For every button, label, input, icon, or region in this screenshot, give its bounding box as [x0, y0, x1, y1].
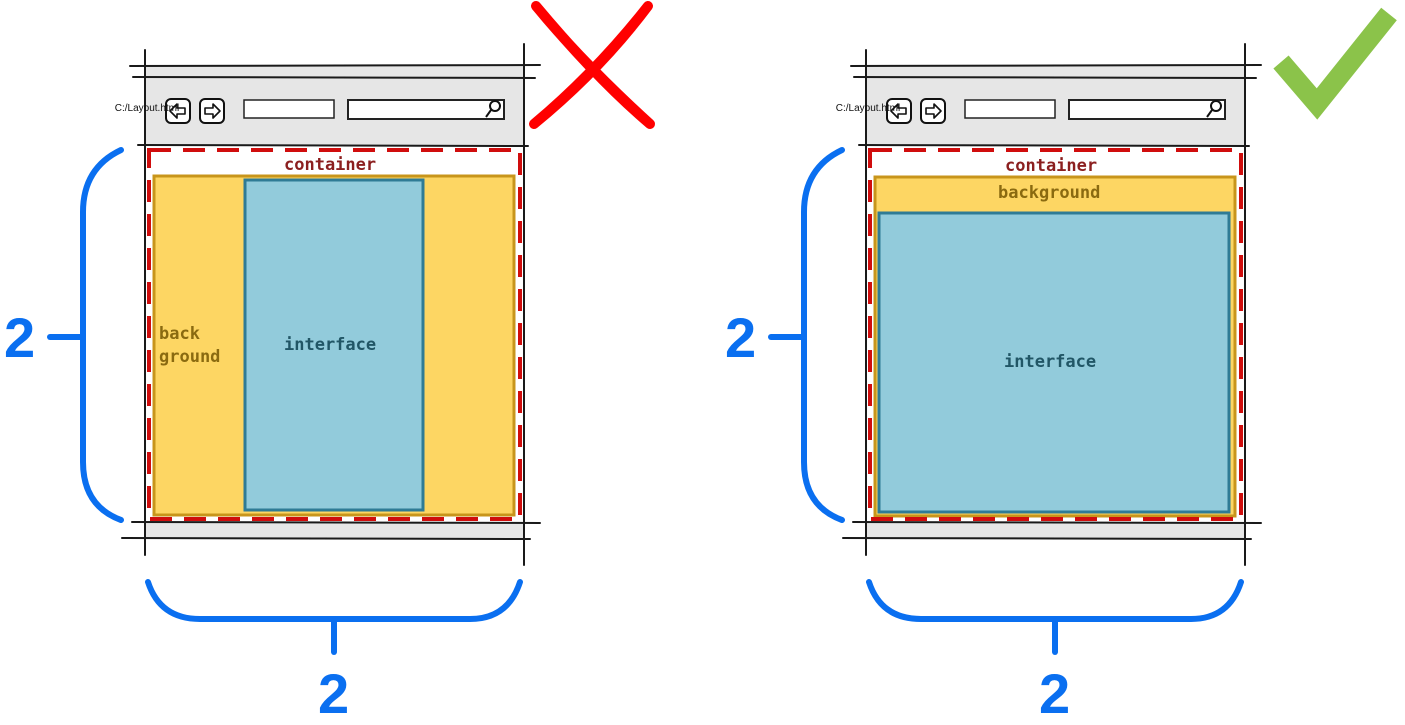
- right-layout-sketch: [768, 7, 1397, 655]
- width-value: 2: [1039, 662, 1071, 725]
- forward-arrow-icon: [925, 103, 942, 119]
- wrong-layout-sketch: [47, 1, 655, 655]
- address-bar[interactable]: [964, 99, 1056, 119]
- back-button[interactable]: [886, 98, 912, 124]
- height-value: 2: [4, 306, 36, 369]
- background-label: back ground: [159, 323, 220, 369]
- wrong-layout-panel: C:/Layout.html container back ground int…: [0, 0, 702, 722]
- container-label: container: [284, 155, 377, 175]
- forward-arrow-icon: [204, 103, 221, 119]
- forward-button[interactable]: [920, 98, 946, 124]
- background-label-line2: ground: [159, 347, 221, 367]
- address-bar-text: C:/Layout.html: [114, 103, 180, 114]
- interface-area: [243, 178, 425, 512]
- container-outline: [868, 148, 1243, 521]
- width-brace: [866, 579, 1244, 622]
- red-x-icon: [529, 1, 655, 129]
- width-brace: [145, 579, 523, 622]
- interface-area: [877, 211, 1231, 514]
- search-icon[interactable]: [1206, 100, 1222, 118]
- height-brace: [801, 147, 845, 523]
- green-check-icon: [1273, 7, 1397, 120]
- browser-statusbar: [145, 522, 524, 539]
- interface-label: interface: [284, 335, 377, 355]
- search-icon[interactable]: [485, 100, 501, 118]
- back-arrow-icon: [890, 103, 907, 119]
- height-brace: [80, 147, 124, 523]
- back-arrow-icon: [169, 103, 186, 119]
- container-label: container: [1005, 156, 1098, 176]
- browser-statusbar: [866, 522, 1245, 539]
- container-outline: [147, 148, 522, 521]
- interface-label: interface: [1004, 352, 1097, 372]
- background-label-line1: back: [159, 324, 200, 344]
- search-field[interactable]: [347, 99, 505, 120]
- address-bar[interactable]: [243, 99, 335, 119]
- back-button[interactable]: [165, 98, 191, 124]
- address-bar-text: C:/Layout.html: [835, 103, 901, 114]
- height-value: 2: [725, 306, 757, 369]
- forward-button[interactable]: [199, 98, 225, 124]
- background-label: background: [998, 183, 1101, 203]
- right-layout-panel: C:/Layout.html container background inte…: [721, 0, 1405, 722]
- search-field[interactable]: [1068, 99, 1226, 120]
- width-value: 2: [318, 662, 350, 725]
